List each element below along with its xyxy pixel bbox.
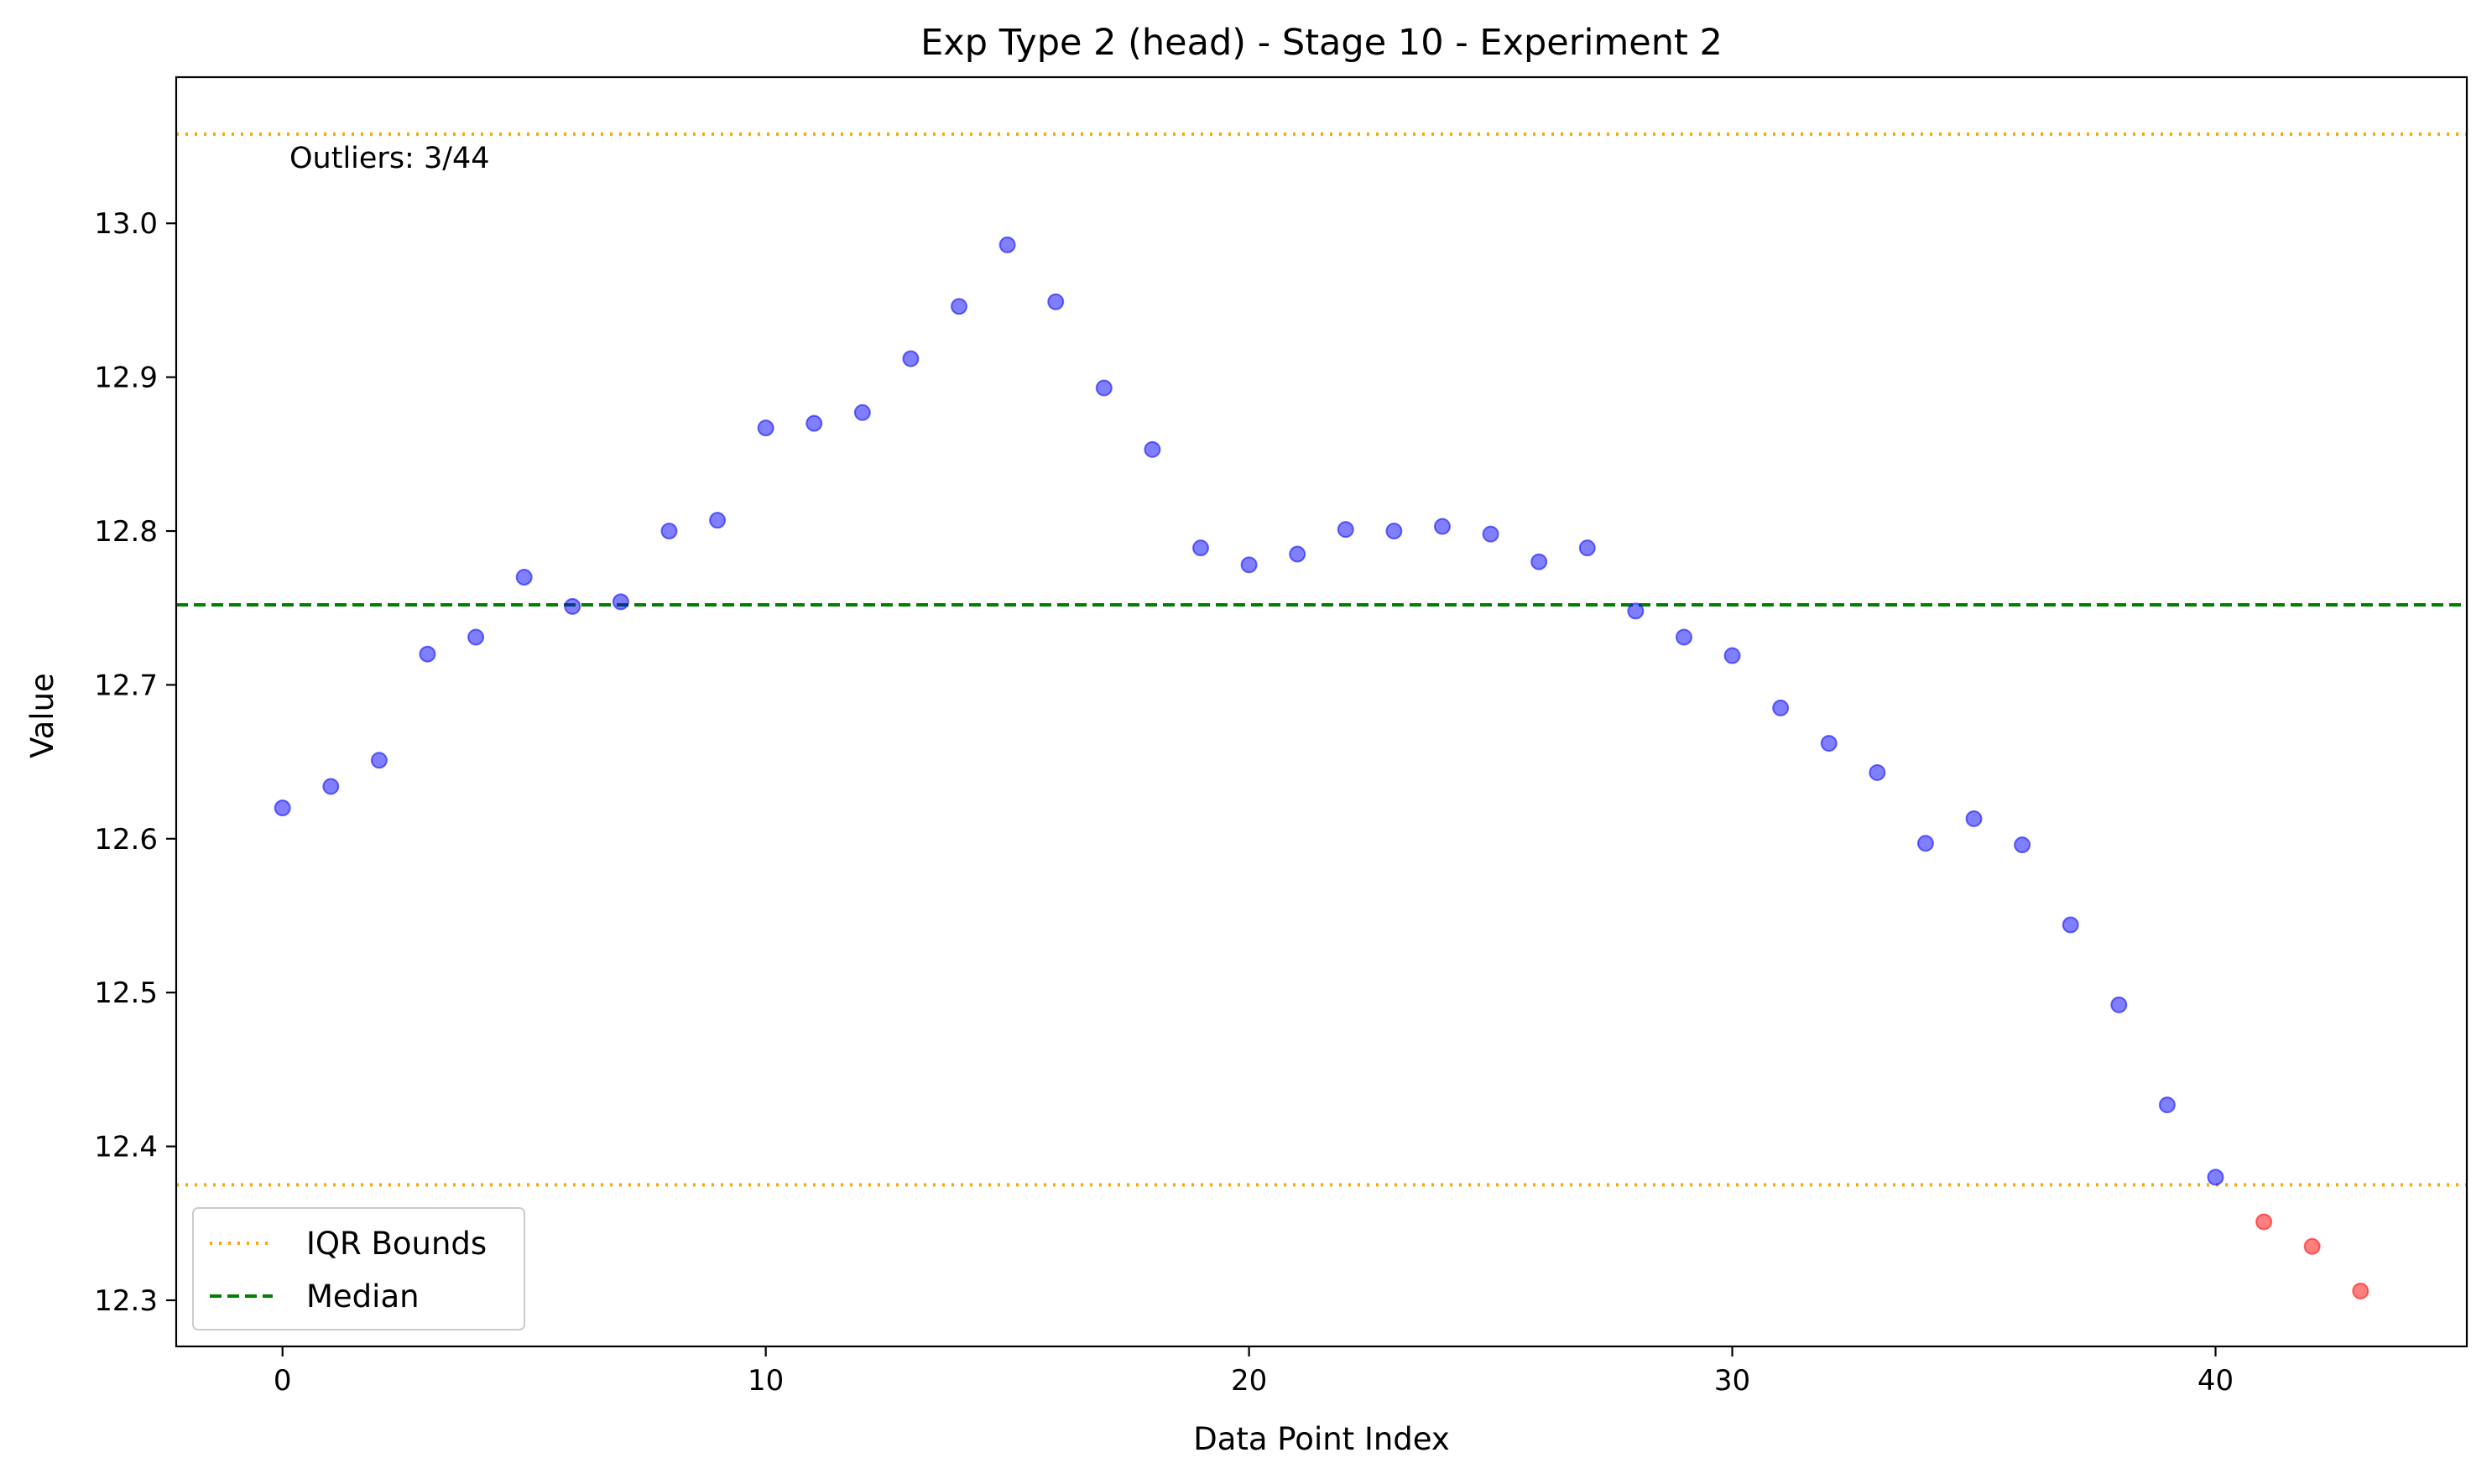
x-tick-label-30: 30 bbox=[1714, 1364, 1750, 1398]
data-point-32 bbox=[1820, 735, 1838, 752]
data-point-26 bbox=[1530, 553, 1548, 570]
data-point-36 bbox=[2014, 836, 2031, 854]
data-point-17 bbox=[1095, 379, 1113, 397]
data-point-6 bbox=[564, 597, 581, 615]
data-point-20 bbox=[1240, 556, 1258, 574]
y-tick-label-3: 12.6 bbox=[94, 823, 158, 857]
data-point-21 bbox=[1289, 545, 1306, 563]
data-point-30 bbox=[1723, 647, 1741, 664]
data-point-11 bbox=[805, 414, 823, 432]
legend-label-0: IQR Bounds bbox=[306, 1226, 487, 1262]
outlier-point-43 bbox=[2352, 1282, 2369, 1299]
data-point-29 bbox=[1675, 628, 1692, 646]
data-point-37 bbox=[2062, 916, 2079, 934]
data-point-19 bbox=[1192, 539, 1210, 557]
data-point-12 bbox=[853, 404, 871, 421]
x-axis-ticks: 0 10 20 30 40 bbox=[274, 1346, 2234, 1398]
data-point-33 bbox=[1869, 763, 1886, 781]
data-point-1 bbox=[322, 778, 340, 795]
data-point-15 bbox=[998, 236, 1016, 253]
data-point-38 bbox=[2110, 996, 2128, 1013]
data-point-35 bbox=[1965, 810, 1983, 827]
data-point-18 bbox=[1144, 440, 1161, 458]
data-point-34 bbox=[1916, 835, 1934, 852]
data-point-4 bbox=[467, 628, 485, 646]
y-tick-label-7: 13.0 bbox=[94, 207, 158, 241]
data-point-22 bbox=[1337, 521, 1354, 539]
data-point-2 bbox=[370, 752, 388, 769]
data-point-31 bbox=[1772, 699, 1790, 716]
y-tick-label-2: 12.5 bbox=[94, 976, 158, 1010]
y-tick-label-0: 12.3 bbox=[94, 1284, 158, 1318]
plot-area bbox=[176, 132, 2467, 1299]
x-axis-label: Data Point Index bbox=[1193, 1421, 1450, 1457]
y-tick-label-4: 12.7 bbox=[94, 669, 158, 702]
data-point-23 bbox=[1385, 523, 1403, 540]
x-tick-label-10: 10 bbox=[748, 1364, 784, 1398]
chart-title: Exp Type 2 (head) - Stage 10 - Experimen… bbox=[920, 22, 1723, 64]
data-point-40 bbox=[2207, 1169, 2224, 1186]
data-point-5 bbox=[515, 569, 533, 586]
outlier-count-annotation: Outliers: 3/44 bbox=[289, 142, 490, 175]
data-point-0 bbox=[274, 799, 291, 817]
y-tick-label-1: 12.4 bbox=[94, 1131, 158, 1164]
data-point-14 bbox=[951, 298, 968, 315]
data-point-8 bbox=[660, 523, 678, 540]
data-point-9 bbox=[709, 512, 727, 529]
legend-box bbox=[192, 1207, 525, 1330]
data-point-28 bbox=[1627, 602, 1645, 620]
data-point-13 bbox=[902, 350, 920, 367]
plot-frame bbox=[175, 76, 2469, 1348]
y-tick-label-5: 12.8 bbox=[94, 515, 158, 549]
outlier-point-41 bbox=[2255, 1213, 2273, 1231]
data-point-10 bbox=[757, 419, 774, 437]
data-point-3 bbox=[419, 645, 436, 663]
data-point-27 bbox=[1578, 539, 1596, 557]
data-point-25 bbox=[1482, 525, 1499, 543]
outlier-point-42 bbox=[2303, 1237, 2321, 1255]
data-point-16 bbox=[1047, 293, 1065, 310]
x-tick-label-40: 40 bbox=[2197, 1364, 2234, 1398]
data-point-24 bbox=[1433, 518, 1451, 535]
y-axis-label: Value bbox=[24, 673, 60, 758]
legend: IQR Bounds Median bbox=[192, 1207, 525, 1330]
x-tick-label-20: 20 bbox=[1231, 1364, 1267, 1398]
x-tick-label-0: 0 bbox=[274, 1364, 292, 1398]
legend-label-1: Median bbox=[306, 1278, 420, 1315]
data-point-39 bbox=[2158, 1096, 2176, 1114]
y-axis-ticks: 12.3 12.4 12.5 12.6 12.7 12.8 12.9 13.0 bbox=[94, 207, 176, 1318]
data-point-7 bbox=[612, 593, 629, 611]
y-tick-label-6: 12.9 bbox=[94, 362, 158, 395]
